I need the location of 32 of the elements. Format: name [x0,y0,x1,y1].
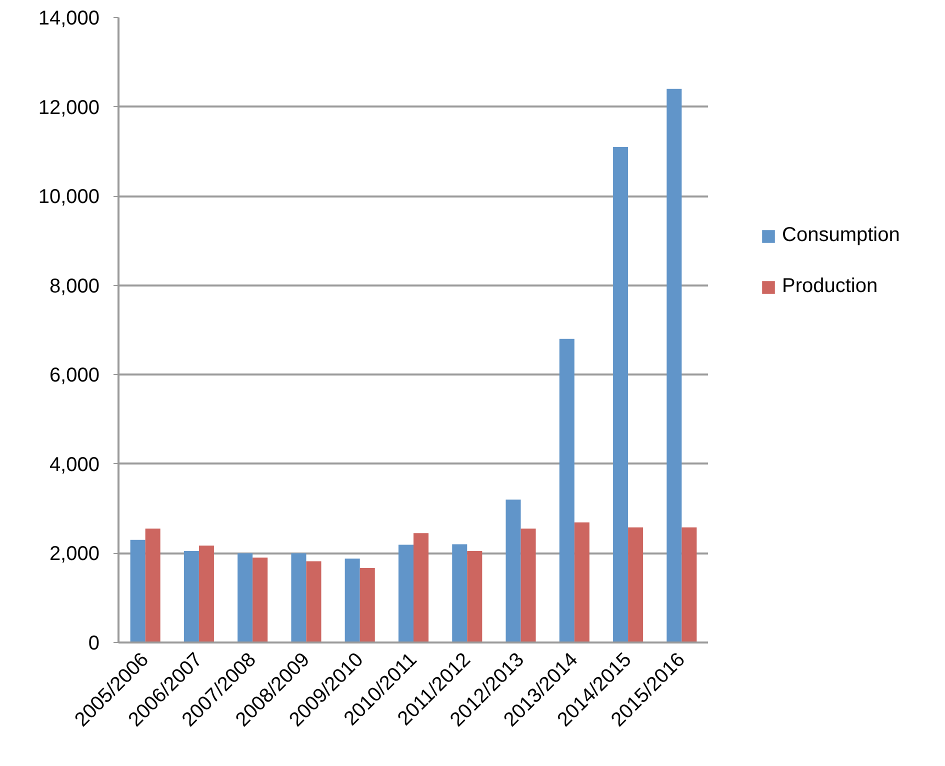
bar [238,553,253,642]
bar [252,558,268,642]
bar [198,546,214,642]
y-tick-label: 12,000 [38,96,100,119]
bar [467,550,482,642]
y-tick-label: 4,000 [49,454,100,476]
bar [520,528,536,642]
bar [306,561,322,642]
bar [574,522,590,642]
y-tick-label: 0 [88,632,100,654]
bar [559,338,574,642]
bar [452,544,468,642]
bar [414,533,429,642]
bar [145,528,160,642]
legend-label: Consumption [782,224,900,247]
bar [130,540,146,642]
legend-label: Production [782,275,878,298]
y-tick-label: 2,000 [49,543,100,566]
bar [682,527,697,642]
y-tick-label: 10,000 [38,186,100,208]
bar [613,146,628,642]
y-tick-label: 6,000 [49,364,100,387]
bar [184,550,199,642]
y-tick-label: 8,000 [49,275,100,298]
bar [666,88,682,642]
bar [344,558,360,642]
bar [506,500,521,642]
y-tick-label: 14,000 [38,8,100,30]
bar [628,527,644,642]
bar [360,568,375,642]
bar [398,544,414,642]
bar [291,553,306,642]
